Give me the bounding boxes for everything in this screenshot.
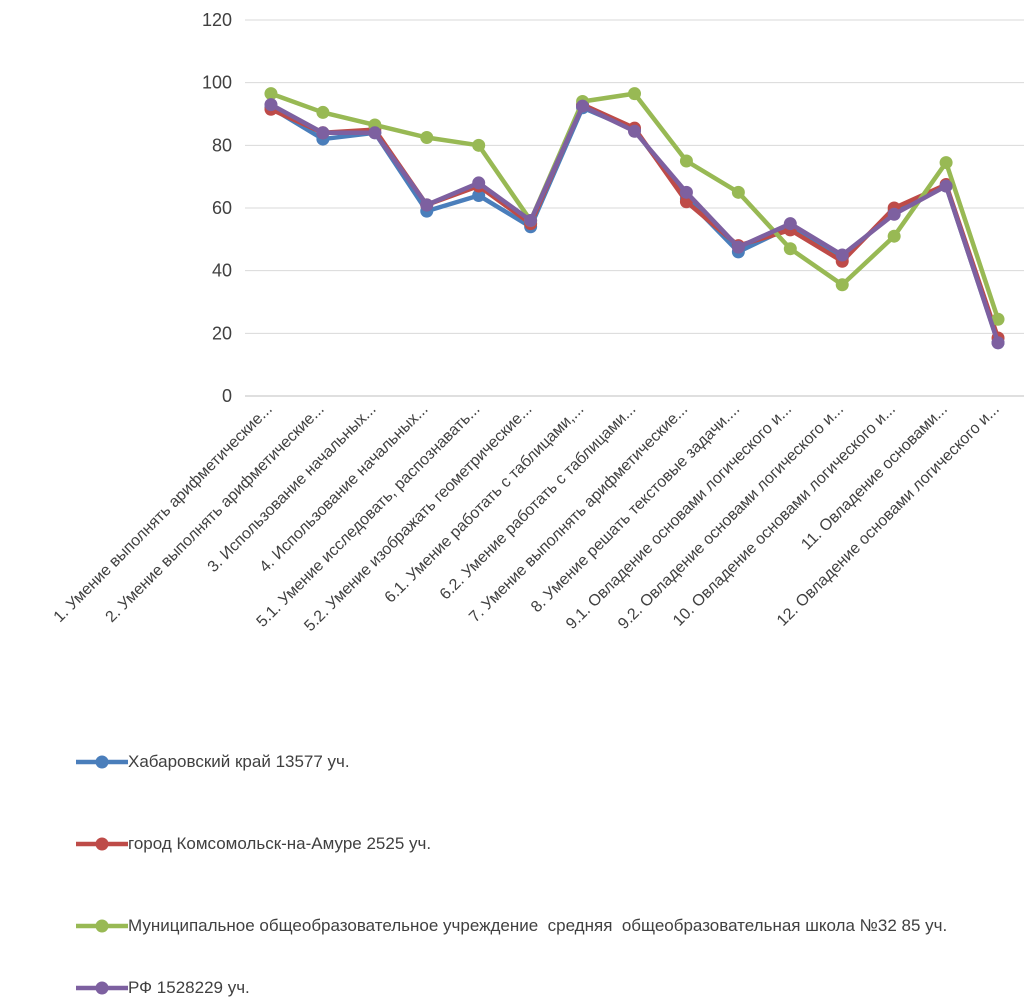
data-point: [472, 188, 486, 202]
data-point: [420, 131, 434, 144]
data-point: [420, 198, 434, 212]
data-point: [368, 126, 382, 140]
x-axis-tick-labels: 1. Умение выполнять арифметические...2. …: [51, 401, 1003, 635]
line-chart: 0 20 40 60 80 100 120 1. Умение выполнять ариф…: [51, 10, 1024, 635]
data-point: [628, 124, 641, 138]
y-tick-label: 120: [202, 10, 232, 30]
legend-swatch: [76, 981, 128, 995]
y-tick-label: 100: [202, 73, 232, 93]
y-tick-label: 80: [212, 135, 232, 155]
legend-swatch: [76, 837, 128, 851]
data-point: [524, 214, 538, 228]
y-tick-label: 20: [212, 323, 232, 343]
x-tick-label: 1. Умение выполнять арифметические...: [51, 401, 276, 626]
data-point: [731, 185, 745, 199]
legend-swatch-marker: [95, 981, 109, 995]
data-point: [264, 98, 278, 112]
data-point: [991, 312, 1005, 326]
y-tick-label: 40: [212, 261, 232, 281]
legend-swatch-marker: [95, 755, 109, 769]
series-line: [268, 102, 1001, 345]
series-lines: [264, 87, 1005, 350]
legend-swatch: [76, 755, 128, 769]
x-tick-label: 6.2. Умение работать с таблицами...: [437, 401, 640, 604]
data-point: [783, 242, 797, 256]
data-point: [887, 229, 901, 243]
data-point: [939, 156, 953, 170]
series-3: [264, 87, 1005, 326]
data-point: [316, 126, 330, 140]
legend-label: РФ 1528229 уч.: [128, 978, 250, 997]
data-point: [576, 99, 590, 113]
legend-label: город Комсомольск-на-Амуре 2525 уч.: [128, 834, 432, 853]
legend-label: Хабаровский край 13577 уч.: [128, 752, 350, 771]
legend-swatch-marker: [95, 919, 109, 933]
data-point: [628, 87, 641, 101]
legend-swatch-marker: [95, 837, 109, 851]
y-tick-label: 0: [222, 386, 232, 406]
data-point: [731, 240, 745, 254]
y-tick-label: 60: [212, 198, 232, 218]
data-point: [472, 176, 486, 190]
series-4: [264, 98, 1005, 350]
data-point: [316, 105, 330, 119]
y-axis-tick-labels: 0 20 40 60 80 100 120: [202, 10, 232, 406]
data-point: [939, 179, 953, 193]
gridlines: [245, 19, 1024, 397]
data-point: [835, 278, 849, 292]
data-point: [783, 217, 797, 231]
data-point: [679, 154, 693, 168]
data-point: [887, 207, 901, 221]
data-point: [991, 336, 1005, 350]
data-point: [472, 138, 486, 152]
legend-swatch: [76, 919, 128, 933]
data-point: [264, 87, 278, 101]
data-point: [679, 185, 693, 199]
legend-label: Муниципальное общеобразовательное учрежд…: [128, 916, 948, 935]
data-point: [835, 248, 849, 262]
